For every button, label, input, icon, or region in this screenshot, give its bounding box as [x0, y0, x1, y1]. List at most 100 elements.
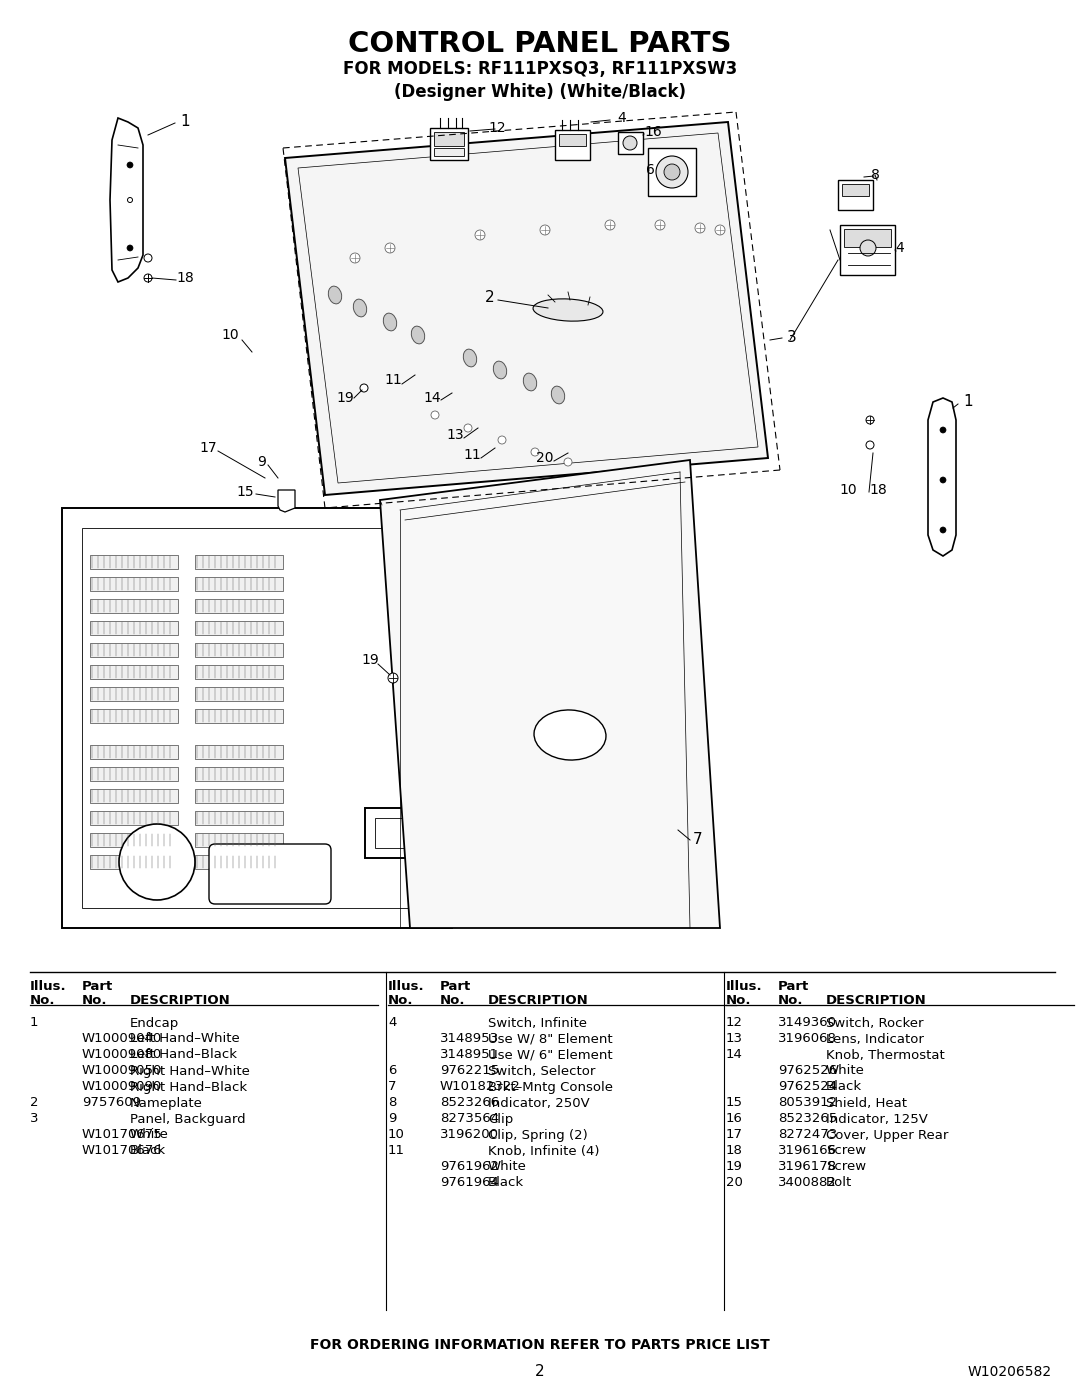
- Bar: [195, 767, 283, 781]
- Circle shape: [144, 274, 152, 282]
- Text: 14: 14: [423, 391, 441, 405]
- Circle shape: [940, 527, 946, 534]
- Circle shape: [431, 411, 438, 419]
- Bar: [434, 148, 464, 156]
- Text: 8272473: 8272473: [778, 1129, 837, 1141]
- Bar: [195, 643, 283, 657]
- Text: White: White: [130, 1129, 168, 1141]
- Ellipse shape: [551, 386, 565, 404]
- Text: DESCRIPTION: DESCRIPTION: [130, 993, 231, 1006]
- Bar: [842, 184, 869, 196]
- Bar: [195, 599, 283, 613]
- Circle shape: [605, 219, 615, 231]
- Text: 8523266: 8523266: [440, 1097, 499, 1109]
- Circle shape: [384, 243, 395, 253]
- Text: 18: 18: [869, 483, 887, 497]
- Text: 8523265: 8523265: [778, 1112, 837, 1126]
- Circle shape: [654, 219, 665, 231]
- Bar: [90, 789, 178, 803]
- Text: 2: 2: [536, 1365, 544, 1379]
- Circle shape: [866, 416, 874, 425]
- Bar: [195, 665, 283, 679]
- Text: Switch, Infinite: Switch, Infinite: [488, 1017, 588, 1030]
- Text: Part: Part: [82, 979, 113, 992]
- Text: 1: 1: [963, 394, 973, 409]
- Text: 19: 19: [361, 652, 379, 666]
- Text: Illus.: Illus.: [30, 979, 67, 992]
- Text: 10: 10: [221, 328, 239, 342]
- Text: 20: 20: [726, 1176, 743, 1189]
- Text: 17: 17: [726, 1129, 743, 1141]
- Text: 3148951: 3148951: [440, 1049, 499, 1062]
- Bar: [434, 131, 464, 147]
- Text: 3149360: 3149360: [778, 1017, 837, 1030]
- Polygon shape: [62, 509, 453, 928]
- Text: No.: No.: [440, 993, 465, 1006]
- Bar: [90, 555, 178, 569]
- Circle shape: [350, 253, 360, 263]
- Text: Right Hand–Black: Right Hand–Black: [130, 1080, 247, 1094]
- Circle shape: [940, 427, 946, 433]
- Text: 1: 1: [30, 1017, 39, 1030]
- Bar: [195, 577, 283, 591]
- Text: 9757609: 9757609: [82, 1097, 141, 1109]
- Text: Panel, Backguard: Panel, Backguard: [130, 1112, 245, 1126]
- Text: 11: 11: [384, 373, 402, 387]
- Text: Brkt–Mntg Console: Brkt–Mntg Console: [488, 1080, 613, 1094]
- Text: Endcap: Endcap: [130, 1017, 179, 1030]
- Circle shape: [866, 441, 874, 448]
- Text: White: White: [826, 1065, 865, 1077]
- Text: Switch, Selector: Switch, Selector: [488, 1065, 595, 1077]
- Text: Screw: Screw: [826, 1144, 866, 1158]
- Text: Illus.: Illus.: [388, 979, 424, 992]
- Text: 3: 3: [30, 1112, 39, 1126]
- Text: 9761964: 9761964: [440, 1176, 499, 1189]
- Bar: [648, 148, 696, 196]
- Bar: [90, 599, 178, 613]
- Polygon shape: [110, 117, 143, 282]
- Bar: [195, 687, 283, 701]
- Ellipse shape: [534, 710, 606, 760]
- Text: Bolt: Bolt: [826, 1176, 852, 1189]
- Text: FOR MODELS: RF111PXSQ3, RF111PXSW3: FOR MODELS: RF111PXSQ3, RF111PXSW3: [342, 60, 738, 78]
- Text: 9761962: 9761962: [440, 1161, 499, 1173]
- Ellipse shape: [463, 349, 476, 367]
- Text: 3196166: 3196166: [778, 1144, 837, 1158]
- Bar: [195, 555, 283, 569]
- Text: Clip, Spring (2): Clip, Spring (2): [488, 1129, 588, 1141]
- Text: Knob, Thermostat: Knob, Thermostat: [826, 1049, 945, 1062]
- Ellipse shape: [411, 326, 424, 344]
- Text: 12: 12: [488, 122, 505, 136]
- Text: W10170675: W10170675: [82, 1129, 163, 1141]
- Bar: [195, 622, 283, 636]
- Text: 8273564: 8273564: [440, 1112, 499, 1126]
- Text: 15: 15: [237, 485, 254, 499]
- Text: 6: 6: [646, 163, 654, 177]
- Text: 4: 4: [895, 242, 904, 256]
- Circle shape: [464, 425, 472, 432]
- Bar: [90, 665, 178, 679]
- Circle shape: [475, 231, 485, 240]
- Circle shape: [940, 476, 946, 483]
- Ellipse shape: [524, 373, 537, 391]
- Text: W10206582: W10206582: [968, 1365, 1052, 1379]
- Text: W10009040: W10009040: [82, 1032, 162, 1045]
- Bar: [90, 745, 178, 759]
- Circle shape: [540, 225, 550, 235]
- Circle shape: [531, 448, 539, 455]
- Text: W10170676: W10170676: [82, 1144, 163, 1158]
- Bar: [195, 745, 283, 759]
- Text: FOR ORDERING INFORMATION REFER TO PARTS PRICE LIST: FOR ORDERING INFORMATION REFER TO PARTS …: [310, 1338, 770, 1352]
- Text: 15: 15: [726, 1097, 743, 1109]
- Text: 16: 16: [726, 1112, 743, 1126]
- Text: 16: 16: [644, 124, 662, 138]
- Text: W10009090: W10009090: [82, 1080, 162, 1094]
- Text: W10182322: W10182322: [440, 1080, 521, 1094]
- Text: Nameplate: Nameplate: [130, 1097, 203, 1109]
- Text: 8053912: 8053912: [778, 1097, 837, 1109]
- Text: 10: 10: [839, 483, 856, 497]
- Bar: [843, 229, 891, 247]
- Text: 8: 8: [388, 1097, 396, 1109]
- Bar: [195, 789, 283, 803]
- Text: 19: 19: [336, 391, 354, 405]
